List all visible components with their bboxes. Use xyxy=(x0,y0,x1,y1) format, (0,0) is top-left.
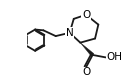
Text: N: N xyxy=(66,28,74,38)
Polygon shape xyxy=(80,43,94,56)
Text: O: O xyxy=(82,10,90,20)
Text: O: O xyxy=(82,67,90,77)
Text: OH: OH xyxy=(106,52,123,62)
